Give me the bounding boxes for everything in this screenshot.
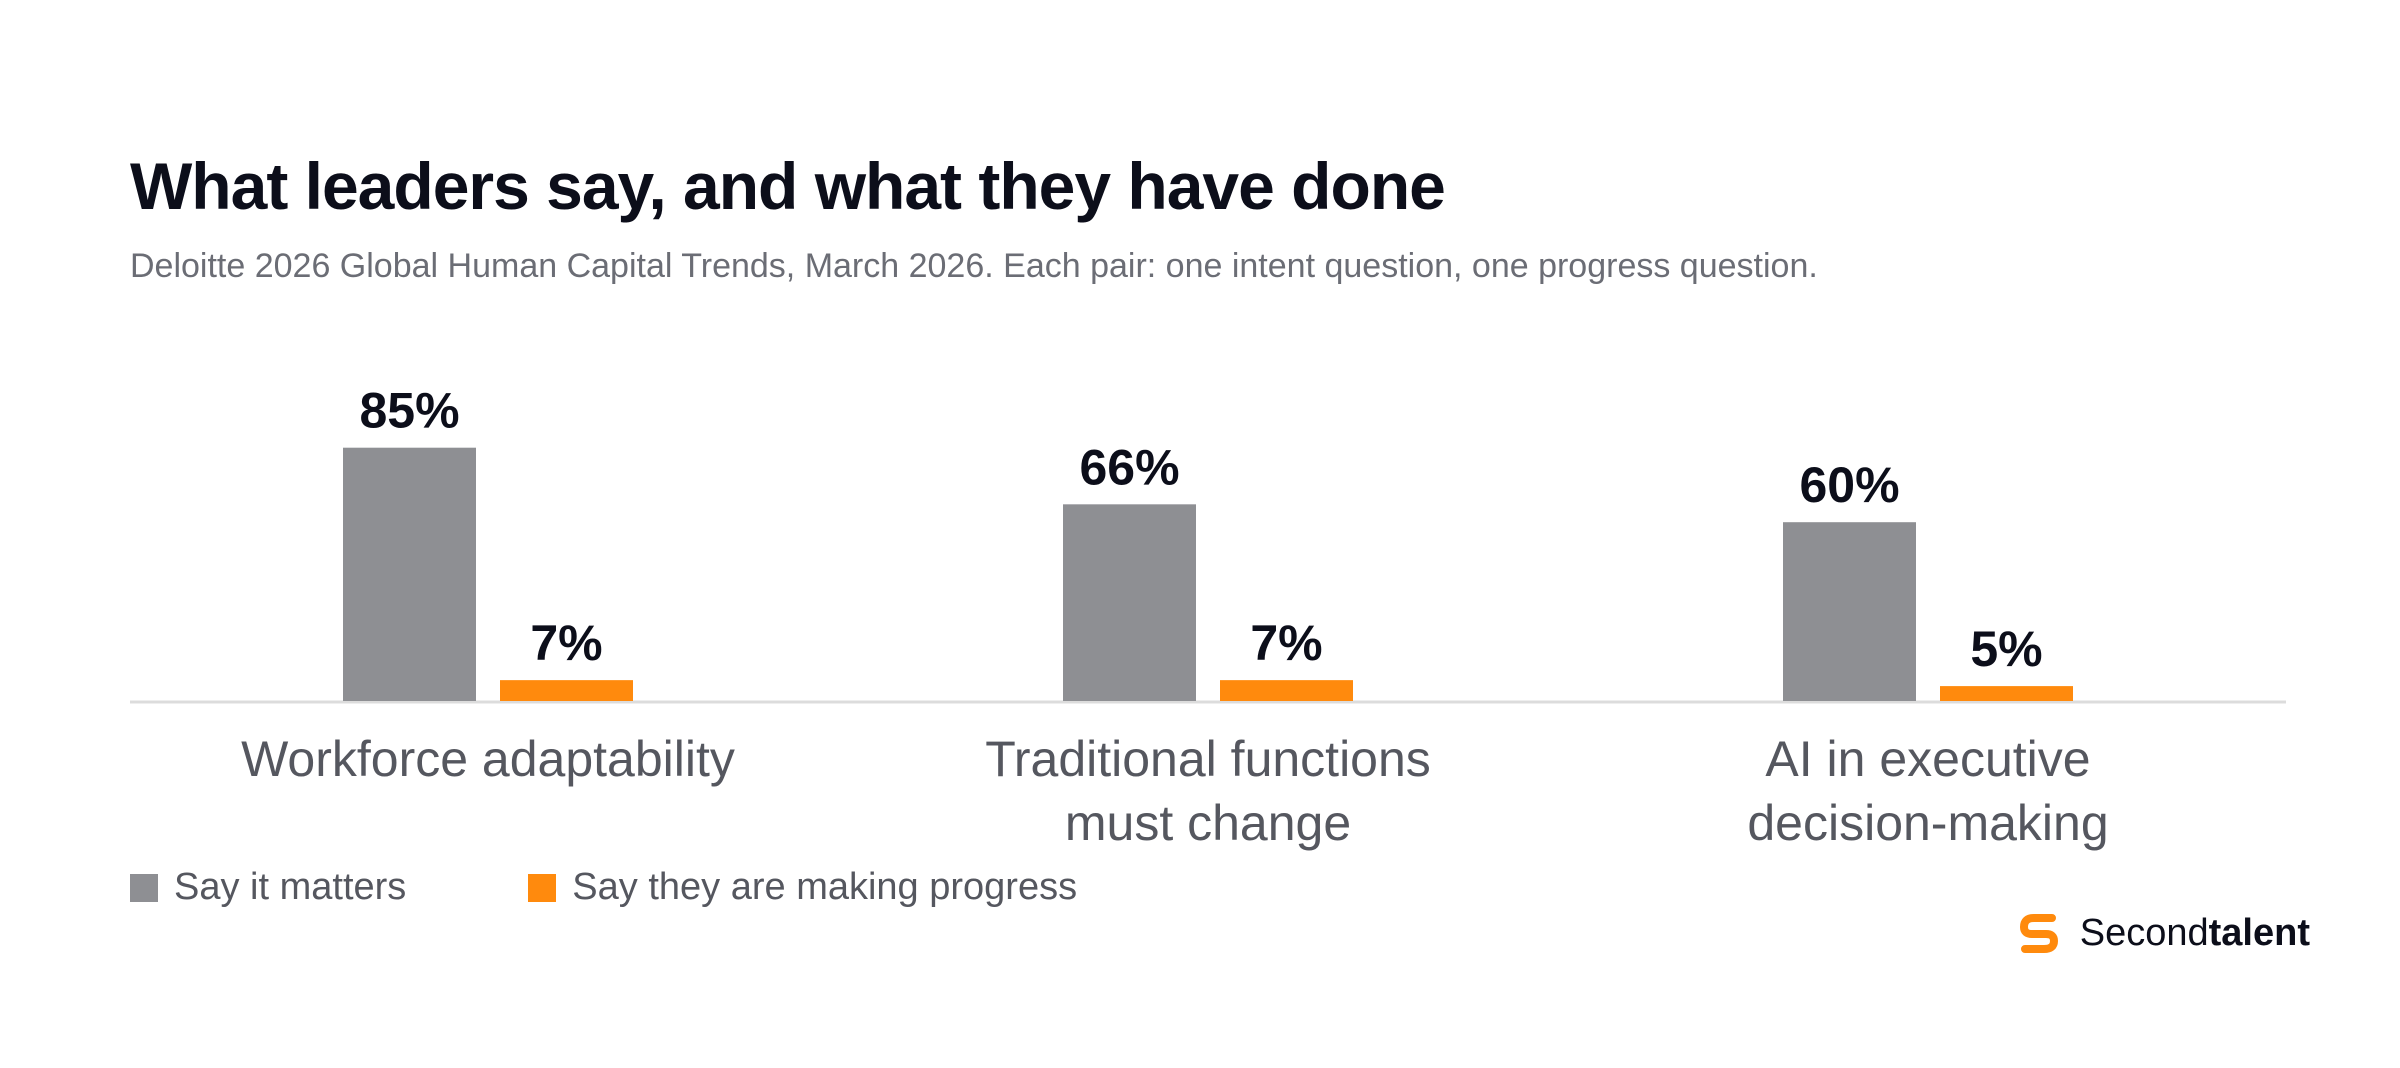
- data-label-say-it-matters-workforce-adaptability: 85%: [359, 383, 459, 439]
- brand-logo: Secondtalent: [2012, 906, 2310, 960]
- category-label-workforce-adaptability-line-1: Workforce adaptability: [241, 731, 735, 787]
- data-label-say-it-matters-traditional-functions-must-change: 66%: [1079, 439, 1179, 495]
- brand-name: Secondtalent: [2080, 912, 2310, 955]
- legend-swatch-say-it-matters: [130, 873, 158, 902]
- bar-say-it-matters-workforce-adaptability: [343, 447, 476, 701]
- data-label-say-they-are-making-progress-traditional-functions-must-change: 7%: [1250, 615, 1322, 671]
- legend-swatch-making-progress: [528, 873, 557, 902]
- category-label-ai-in-executive-decision-making-line-1: AI in executive: [1765, 731, 2090, 787]
- chart-legend: Say it matters Say they are making progr…: [130, 866, 1199, 909]
- category-label-ai-in-executive-decision-making-line-2: decision-making: [1747, 795, 2108, 851]
- brand-name-bold: talent: [2208, 911, 2310, 954]
- bar-say-it-matters-traditional-functions-must-change: [1063, 504, 1196, 701]
- data-label-say-they-are-making-progress-ai-in-executive-decision-making: 5%: [1970, 621, 2042, 677]
- secondtalent-logo-icon: [2019, 914, 2058, 953]
- bar-say-they-are-making-progress-workforce-adaptability: [500, 680, 633, 701]
- legend-label-making-progress: Say they are making progress: [572, 866, 1078, 908]
- legend-label-say-it-matters: Say it matters: [174, 866, 407, 908]
- data-label-say-it-matters-ai-in-executive-decision-making: 60%: [1799, 457, 1899, 513]
- bar-say-they-are-making-progress-ai-in-executive-decision-making: [1940, 686, 2073, 701]
- chart-title: What leaders say, and what they have don…: [130, 149, 1446, 223]
- brand-name-regular: Second: [2079, 911, 2209, 954]
- category-label-traditional-functions-must-change-line-2: must change: [1065, 795, 1351, 851]
- category-label-traditional-functions-must-change-line-1: Traditional functions: [985, 731, 1431, 787]
- legend-item-say-it-matters: Say it matters: [130, 866, 406, 909]
- bar-say-they-are-making-progress-traditional-functions-must-change: [1220, 680, 1353, 701]
- legend-item-making-progress: Say they are making progress: [528, 866, 1077, 909]
- bar-say-it-matters-ai-in-executive-decision-making: [1783, 522, 1916, 701]
- chart-subtitle: Deloitte 2026 Global Human Capital Trend…: [130, 247, 1818, 285]
- data-label-say-they-are-making-progress-workforce-adaptability: 7%: [530, 615, 602, 671]
